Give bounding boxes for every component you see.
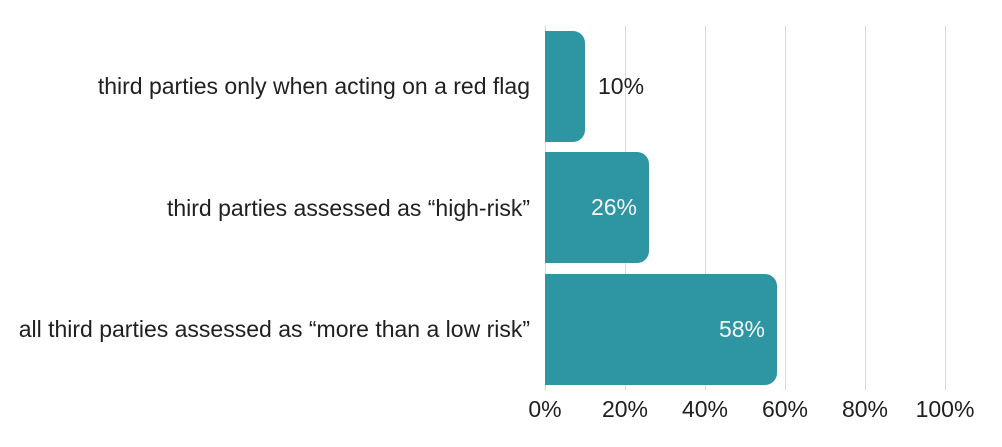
x-tick-label: 0% [528,396,562,422]
gridline [785,26,786,390]
bar-row: third parties assessed as “high-risk” 26% [0,147,945,268]
bar-row: third parties only when acting on a red … [0,26,945,147]
bar-rows: third parties only when acting on a red … [0,26,945,390]
value-label: 58% [718,315,765,342]
bar-track: 10% [545,26,945,147]
bar: 58% [545,273,777,385]
gridline [865,26,866,390]
gridline [945,26,946,390]
x-tick-label: 100% [915,396,975,422]
category-label: all third parties assessed as “more than… [18,315,530,342]
category-label: third parties assessed as “high-risk” [166,194,530,221]
value-label: 10% [598,73,645,100]
x-tick-label: 20% [601,396,649,422]
x-tick-label: 60% [761,396,809,422]
bar: 26% [545,152,649,264]
bar-row: all third parties assessed as “more than… [0,269,945,390]
value-label: 26% [590,194,637,221]
category-label: third parties only when acting on a red … [97,73,530,100]
gridline [705,26,706,390]
x-tick-label: 40% [681,396,729,422]
bar-track: 58% [545,269,945,390]
x-tick-label: 80% [841,396,889,422]
bar [545,31,585,143]
bar-track: 26% [545,147,945,268]
x-axis: 0% 20% 40% 60% 80% 100% [528,396,974,428]
